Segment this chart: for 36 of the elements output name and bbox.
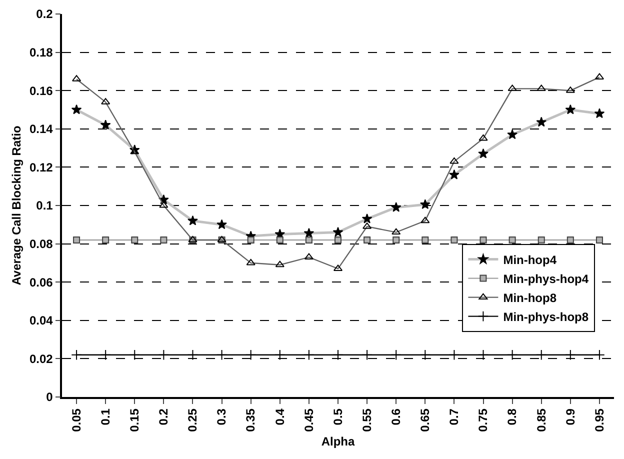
y-tick-label: 0.06 [29, 275, 54, 290]
x-tick-label: 0.05 [69, 408, 84, 432]
x-tick-label: 0.5 [330, 408, 345, 426]
y-tick-label: 0.14 [29, 122, 54, 136]
legend-label: Min-phys-hop8 [503, 310, 589, 324]
y-tick-label: 0.12 [29, 160, 54, 174]
x-tick-label: 0.1 [98, 408, 112, 426]
x-tick-label: 0.3 [214, 408, 229, 426]
x-tick-label: 0.35 [244, 408, 258, 432]
x-tick-label: 0.45 [302, 408, 316, 432]
x-tick-label: 0.8 [505, 408, 520, 426]
y-tick-label: 0.1 [36, 198, 54, 213]
x-tick-label: 0.2 [156, 408, 171, 426]
x-axis-title: Alpha [321, 434, 355, 448]
x-tick-label: 0.25 [186, 408, 200, 432]
y-tick-label: 0.16 [29, 84, 54, 98]
y-tick-label: 0 [46, 390, 54, 404]
x-tick-label: 0.6 [389, 408, 404, 426]
legend-label: Min-hop4 [503, 252, 557, 267]
y-axis-title: Average Call Blocking Ratio [9, 126, 24, 286]
legend-label: Min-phys-hop4 [503, 272, 589, 286]
y-tick-label: 0.08 [29, 237, 54, 251]
x-tick-label: 0.15 [128, 408, 142, 432]
x-tick-label: 0.4 [272, 408, 287, 426]
x-tick-label: 0.7 [447, 408, 462, 426]
y-tick-label: 0.02 [29, 352, 54, 366]
x-tick-label: 0.65 [418, 408, 432, 432]
x-tick-label: 0.9 [563, 408, 578, 426]
y-tick-label: 0.2 [36, 7, 54, 22]
x-tick-label: 0.55 [360, 408, 374, 432]
x-tick-label: 0.75 [476, 408, 490, 432]
y-tick-label: 0.04 [29, 314, 54, 328]
legend-label: Min-hop8 [503, 290, 557, 305]
x-tick-label: 0.95 [592, 408, 606, 432]
x-tick-label: 0.85 [534, 408, 548, 432]
y-tick-label: 0.18 [29, 46, 54, 60]
